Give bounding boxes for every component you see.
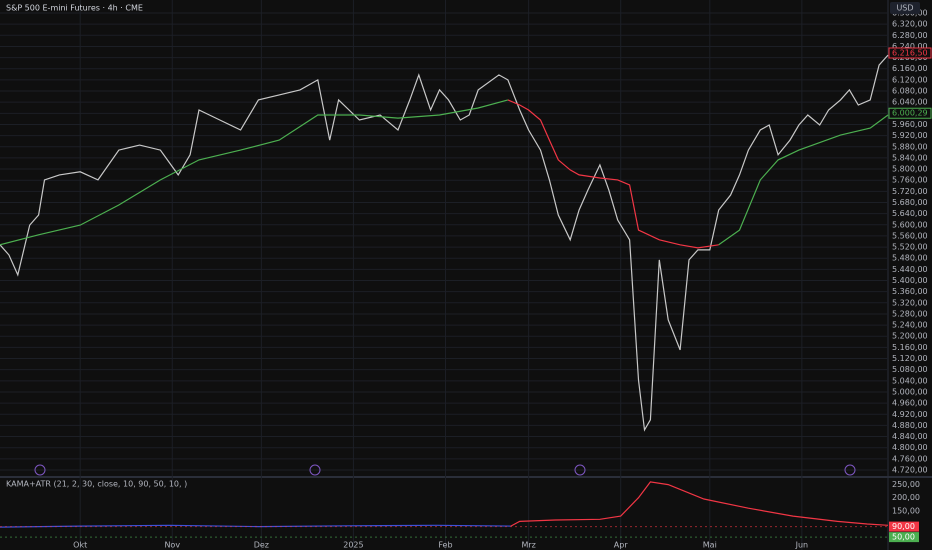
x-tick-label: Feb <box>438 541 452 550</box>
y-tick-label: 5.520,00 <box>892 243 928 252</box>
price-badge-label: 6.216,50 <box>892 48 928 57</box>
y-tick-label: 4.960,00 <box>892 399 928 408</box>
y-tick-label: 5.400,00 <box>892 276 928 285</box>
y-tick-label: 5.040,00 <box>892 376 928 385</box>
y-tick-label: 6.160,00 <box>892 64 928 73</box>
y-tick-label: 5.440,00 <box>892 265 928 274</box>
y-tick-label: 5.280,00 <box>892 309 928 318</box>
y-tick-label: 5.800,00 <box>892 165 928 174</box>
y-tick-label: 6.320,00 <box>892 20 928 29</box>
event-marker[interactable] <box>844 464 856 476</box>
y-tick-label: 5.000,00 <box>892 387 928 396</box>
x-tick-label: Apr <box>614 541 629 550</box>
y-tick-label: 6.120,00 <box>892 75 928 84</box>
x-tick-label: Nov <box>164 541 180 550</box>
currency-box[interactable] <box>890 2 920 14</box>
y-tick-label: 5.960,00 <box>892 120 928 129</box>
y-tick-label: 5.560,00 <box>892 231 928 240</box>
y-tick-label: 5.240,00 <box>892 321 928 330</box>
y-tick-label: 5.120,00 <box>892 354 928 363</box>
y-tick-label: 5.480,00 <box>892 254 928 263</box>
level-badge <box>889 521 919 532</box>
series-line <box>507 99 719 249</box>
y-tick-label: 5.320,00 <box>892 298 928 307</box>
y-tick-label: 6.080,00 <box>892 87 928 96</box>
level-badge-label: 50,00 <box>892 533 915 542</box>
y-tick-label: 6.240,00 <box>892 42 928 51</box>
series-line <box>0 524 511 528</box>
y-tick-label: 4.760,00 <box>892 454 928 463</box>
y-tick-label: 4.920,00 <box>892 410 928 419</box>
price-badge <box>888 107 932 119</box>
event-markers <box>34 464 856 476</box>
y-tick-label: 5.680,00 <box>892 198 928 207</box>
y-tick-label: 250,00 <box>892 480 920 489</box>
event-marker[interactable] <box>309 464 321 476</box>
level-badge-label: 90,00 <box>892 522 915 531</box>
y-tick-label: 200,00 <box>892 493 920 502</box>
x-tick-label: 2025 <box>343 541 363 550</box>
y-tick-label: 5.080,00 <box>892 365 928 374</box>
y-tick-label: 5.720,00 <box>892 187 928 196</box>
level-badge <box>889 532 919 543</box>
price-badge-label: 6.000,29 <box>892 109 928 118</box>
y-tick-label: 5.360,00 <box>892 287 928 296</box>
plot <box>0 54 889 538</box>
y-tick-label: 5.200,00 <box>892 332 928 341</box>
event-marker[interactable] <box>574 464 586 476</box>
y-tick-label: 5.160,00 <box>892 343 928 352</box>
y-tick-label: 4.800,00 <box>892 443 928 452</box>
x-tick-label: Mrz <box>521 541 535 550</box>
x-tick-label: Jun <box>795 541 809 550</box>
event-marker[interactable] <box>34 464 46 476</box>
series-line <box>510 481 889 527</box>
y-tick-label: 5.640,00 <box>892 209 928 218</box>
y-tick-label: 4.840,00 <box>892 432 928 441</box>
y-tick-label: 6.040,00 <box>892 98 928 107</box>
chart-title: S&P 500 E-mini Futures · 4h · CME <box>6 4 143 13</box>
y-tick-label: 5.600,00 <box>892 220 928 229</box>
x-tick-label: Okt <box>73 541 87 550</box>
price-badge <box>888 47 932 59</box>
x-tick-label: Dez <box>254 541 269 550</box>
y-tick-label: 5.880,00 <box>892 142 928 151</box>
indicator-title: KAMA+ATR (21, 2, 30, close, 10, 90, 50, … <box>6 480 187 489</box>
y-tick-label: 6.280,00 <box>892 31 928 40</box>
y-tick-label: 4.720,00 <box>892 466 928 475</box>
series-line <box>0 99 889 246</box>
y-tick-label: 5.920,00 <box>892 131 928 140</box>
currency: USD <box>896 4 913 13</box>
grid <box>0 0 888 550</box>
y-tick-label: 5.840,00 <box>892 153 928 162</box>
x-tick-label: Mai <box>703 541 717 550</box>
y-tick-label: 5.760,00 <box>892 176 928 185</box>
y-tick-label: 4.880,00 <box>892 421 928 430</box>
y-tick-label: 150,00 <box>892 506 920 515</box>
